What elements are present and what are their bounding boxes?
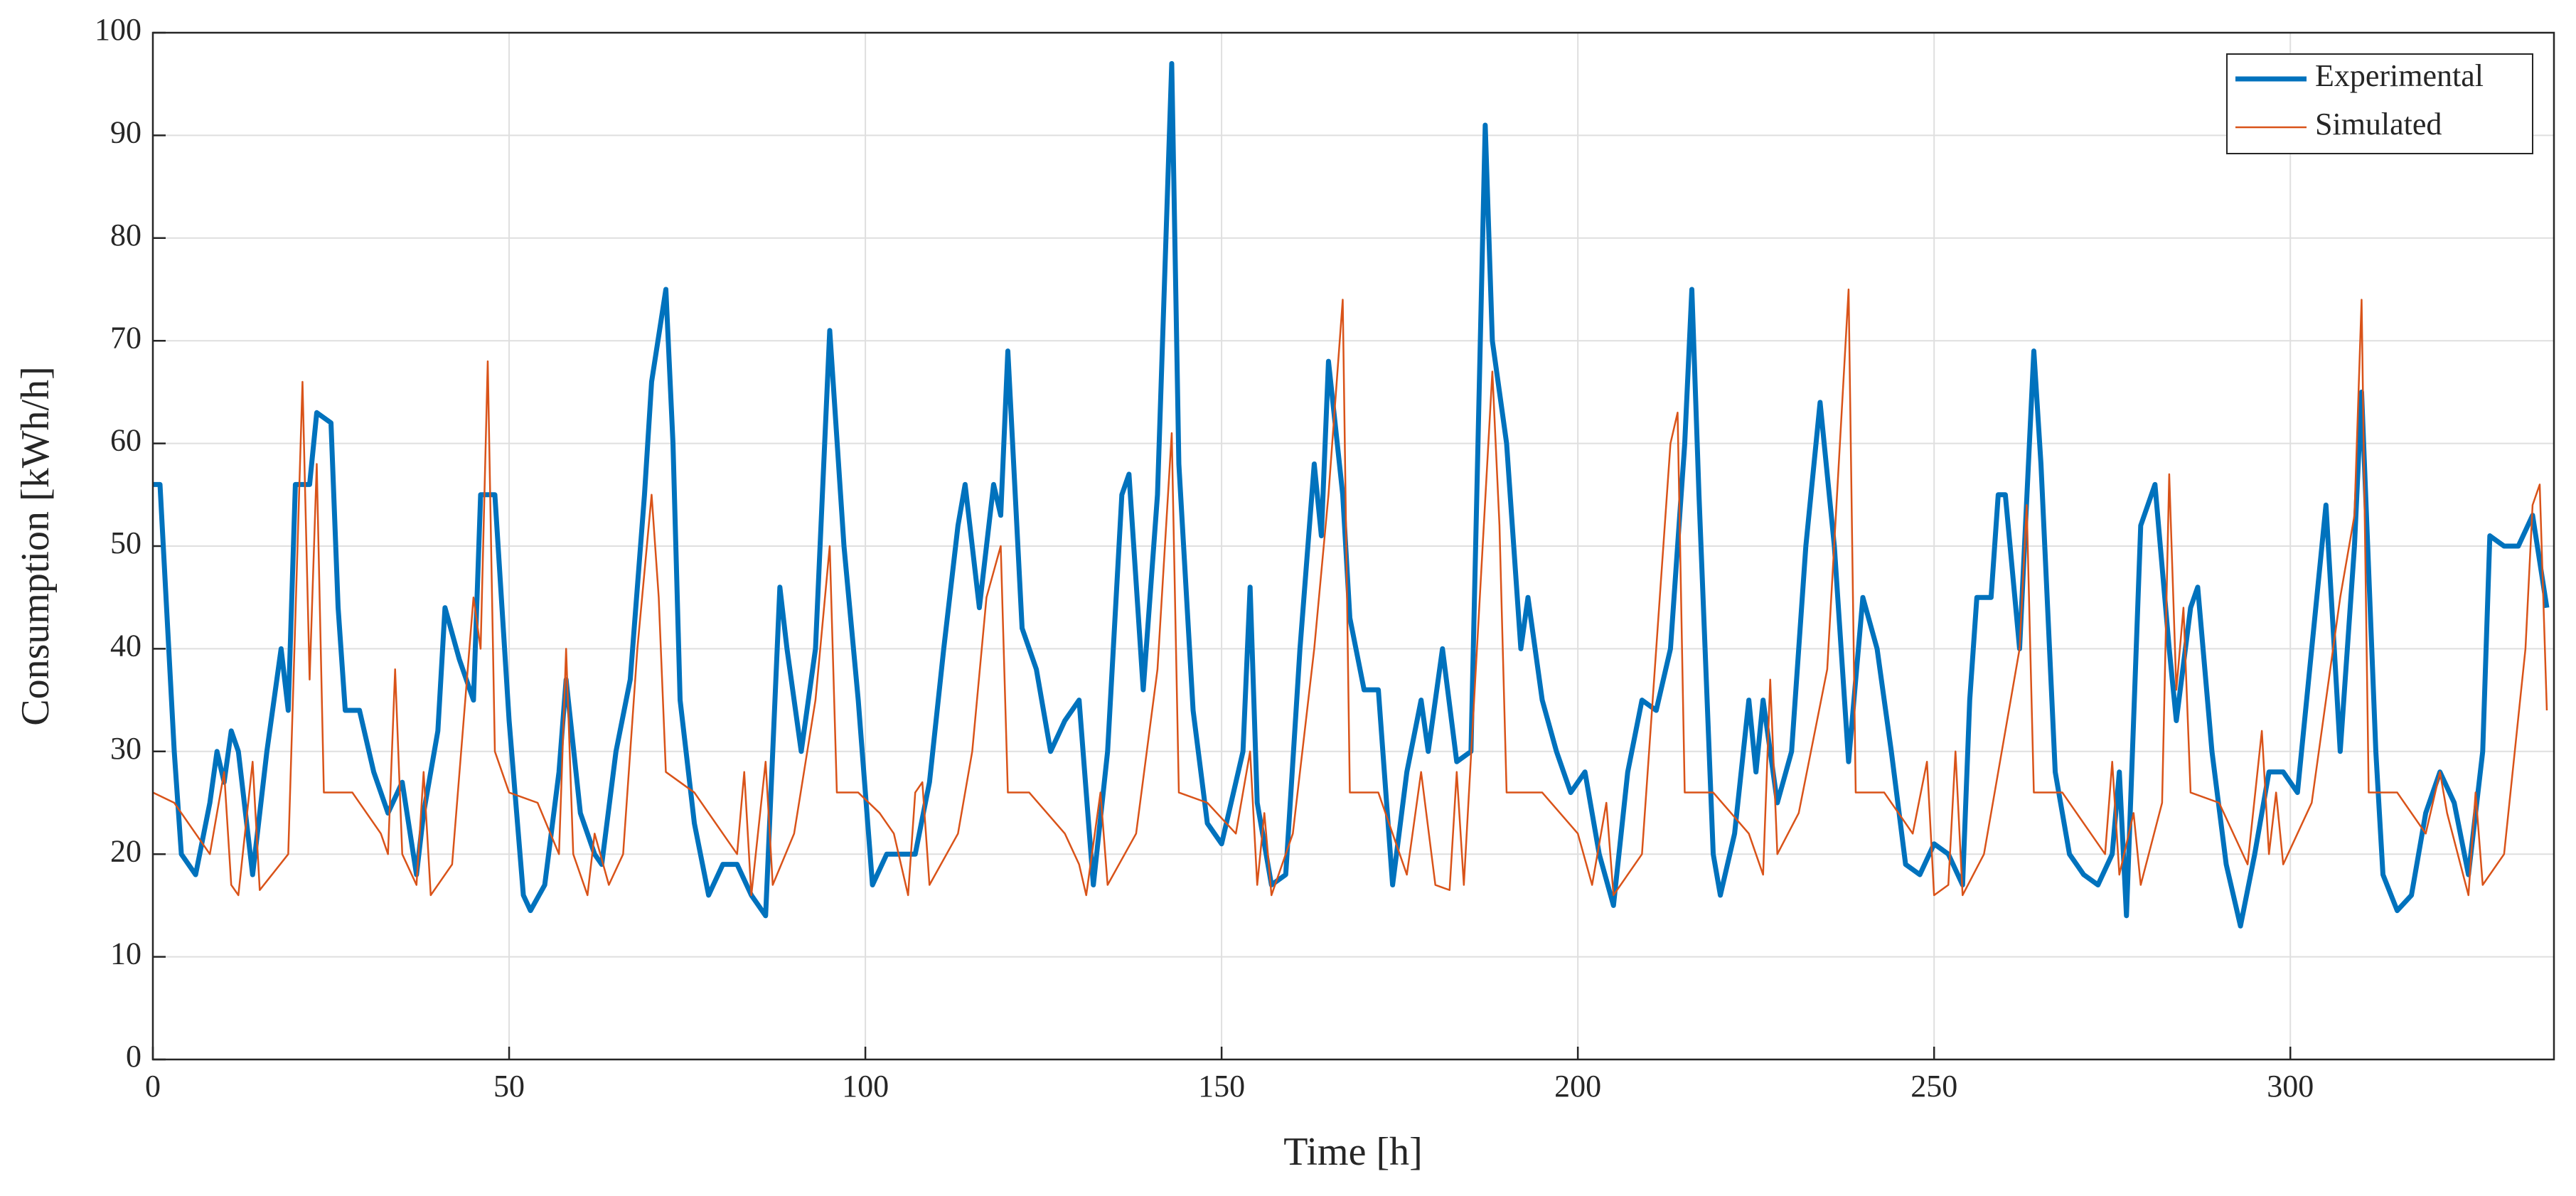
- y-tick-label: 30: [110, 731, 141, 766]
- legend: Experimental Simulated: [2226, 53, 2533, 154]
- x-axis-label: Time [h]: [1283, 1130, 1423, 1174]
- plot-area: [152, 60, 2550, 929]
- y-tick-label: 10: [110, 936, 141, 971]
- series-line: [153, 60, 2550, 929]
- y-tick-label: 100: [95, 12, 141, 47]
- series-line: [152, 288, 2548, 897]
- x-tick-label: 300: [2267, 1069, 2314, 1104]
- y-tick-label: 60: [110, 423, 141, 458]
- x-tick-label: 250: [1910, 1069, 1957, 1104]
- x-tick-label: 100: [842, 1069, 889, 1104]
- y-tick-label: 90: [110, 114, 141, 149]
- x-tick-label: 0: [145, 1069, 161, 1104]
- legend-label: Experimental: [2315, 58, 2484, 93]
- legend-box: [2226, 53, 2533, 154]
- y-tick-label: 80: [110, 218, 141, 252]
- y-tick-label: 70: [110, 320, 141, 355]
- axes-frame: [151, 31, 2555, 1061]
- y-tick-label: 40: [110, 628, 141, 663]
- x-tick-label: 200: [1554, 1069, 1601, 1104]
- x-tick-label: 150: [1198, 1069, 1245, 1104]
- y-tick-label: 20: [110, 833, 141, 868]
- y-tick-label: 0: [126, 1039, 141, 1074]
- x-tick-label: 50: [493, 1069, 525, 1104]
- legend-label: Simulated: [2315, 107, 2442, 142]
- y-axis-label: Consumption [kWh/h]: [14, 366, 58, 726]
- y-tick-label: 50: [110, 525, 141, 560]
